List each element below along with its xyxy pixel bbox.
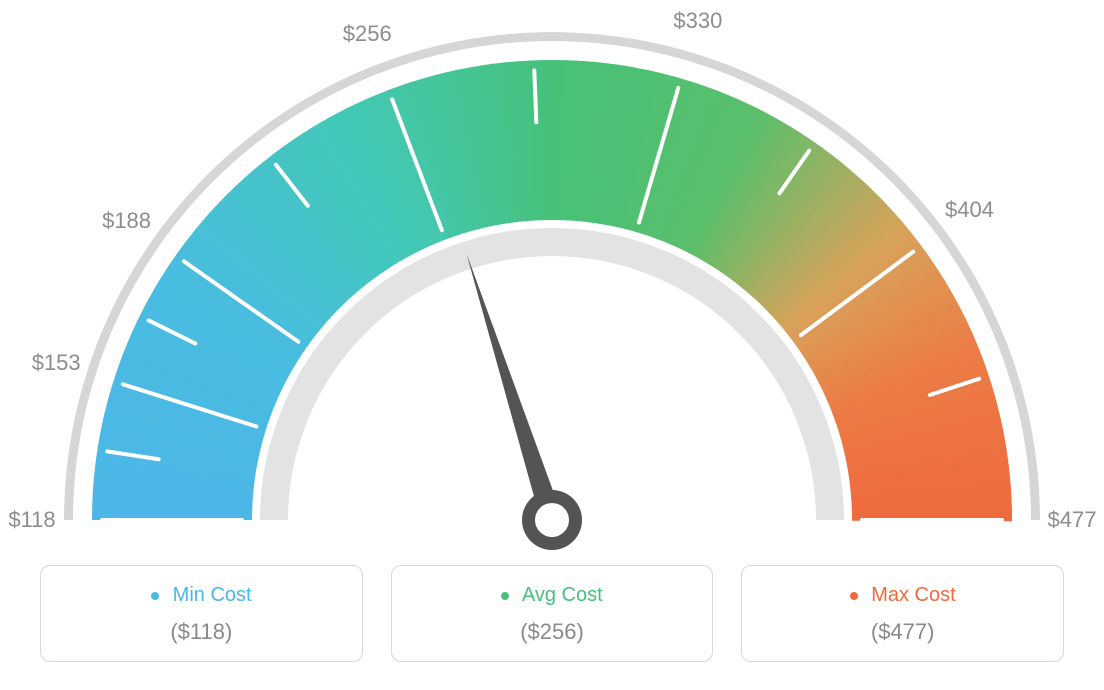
gauge-tick-label: $404 [945,197,994,223]
max-cost-label: Max Cost [871,584,955,606]
gauge-tick-label: $153 [32,350,81,376]
min-cost-value: ($118) [51,619,352,645]
avg-cost-label: Avg Cost [522,584,603,606]
max-dot-icon [850,592,858,600]
avg-cost-title: Avg Cost [402,584,703,607]
gauge-needle [466,253,562,523]
gauge-tick-label: $477 [1048,507,1097,533]
gauge-stage: $118 $153 $188 $256 $330 $404 $477 [0,0,1104,560]
min-cost-title: Min Cost [51,584,352,607]
max-cost-title: Max Cost [752,584,1053,607]
min-cost-card: Min Cost ($118) [40,565,363,662]
max-cost-value: ($477) [752,619,1053,645]
summary-row: Min Cost ($118) Avg Cost ($256) Max Cost… [40,565,1064,662]
gauge-tick-label: $256 [343,21,392,47]
cost-gauge-chart: $118 $153 $188 $256 $330 $404 $477 Min Cost ($… [0,0,1104,690]
gauge-svg [0,0,1104,560]
min-dot-icon [151,592,159,600]
min-cost-label: Min Cost [173,584,252,606]
gauge-tick-label: $118 [8,507,55,533]
gauge-tick-label: $188 [102,208,151,234]
avg-cost-card: Avg Cost ($256) [391,565,714,662]
gauge-tick-label: $330 [673,8,722,34]
avg-cost-value: ($256) [402,619,703,645]
avg-dot-icon [501,592,509,600]
max-cost-card: Max Cost ($477) [741,565,1064,662]
